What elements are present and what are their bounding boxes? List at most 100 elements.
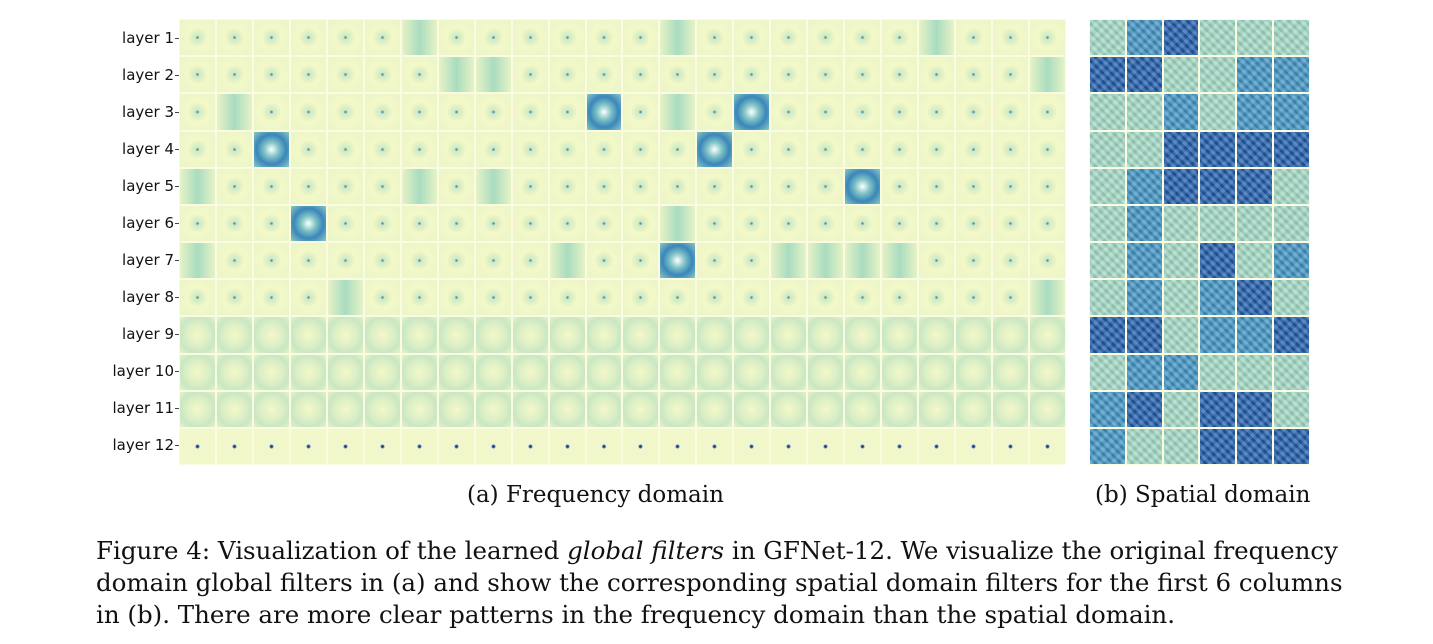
- frequency-filter-thumbnail: [512, 94, 548, 130]
- frequency-filter-thumbnail: [475, 391, 511, 427]
- frequency-filter-thumbnail: [808, 94, 844, 130]
- frequency-filter-thumbnail: [697, 57, 733, 93]
- frequency-filter-thumbnail: [882, 428, 918, 464]
- frequency-filter-thumbnail: [401, 354, 437, 390]
- frequency-filter-thumbnail: [475, 280, 511, 316]
- spatial-filter-thumbnail: [1163, 280, 1199, 316]
- spatial-filter-thumbnail: [1126, 205, 1162, 241]
- frequency-filter-thumbnail: [401, 57, 437, 93]
- frequency-filter-thumbnail: [290, 280, 326, 316]
- frequency-filter-thumbnail: [734, 280, 770, 316]
- spatial-filter-thumbnail: [1126, 94, 1162, 130]
- spatial-filter-thumbnail: [1090, 391, 1125, 427]
- frequency-filter-thumbnail: [475, 205, 511, 241]
- frequency-filter-thumbnail: [882, 354, 918, 390]
- frequency-filter-thumbnail: [919, 280, 955, 316]
- frequency-filter-thumbnail: [697, 428, 733, 464]
- frequency-filter-thumbnail: [216, 168, 252, 204]
- row-label-6: layer 6: [60, 214, 179, 232]
- frequency-filter-thumbnail: [845, 243, 881, 279]
- frequency-filter-thumbnail: [808, 354, 844, 390]
- frequency-filter-thumbnail: [290, 391, 326, 427]
- spatial-filter-thumbnail: [1200, 168, 1236, 204]
- spatial-filter-thumbnail: [1090, 20, 1125, 56]
- frequency-filter-thumbnail: [1030, 243, 1065, 279]
- frequency-filter-thumbnail: [438, 391, 474, 427]
- frequency-filter-thumbnail: [623, 94, 659, 130]
- frequency-filter-thumbnail: [364, 94, 400, 130]
- frequency-filter-thumbnail: [364, 131, 400, 167]
- spatial-filter-thumbnail: [1237, 94, 1273, 130]
- frequency-filter-thumbnail: [882, 280, 918, 316]
- spatial-filter-thumbnail: [1126, 391, 1162, 427]
- frequency-filter-thumbnail: [364, 391, 400, 427]
- frequency-filter-thumbnail: [771, 168, 807, 204]
- frequency-filter-thumbnail: [180, 428, 215, 464]
- frequency-filter-thumbnail: [771, 131, 807, 167]
- frequency-filter-thumbnail: [475, 168, 511, 204]
- frequency-filter-thumbnail: [475, 94, 511, 130]
- spatial-filter-thumbnail: [1274, 317, 1309, 353]
- frequency-filter-thumbnail: [993, 94, 1029, 130]
- spatial-filter-thumbnail: [1200, 243, 1236, 279]
- caption-text: Figure 4: Visualization of the learned: [96, 536, 568, 565]
- row-label-8: layer 8: [60, 288, 179, 306]
- spatial-filter-thumbnail: [1090, 354, 1125, 390]
- frequency-filter-thumbnail: [882, 94, 918, 130]
- frequency-filter-thumbnail: [623, 205, 659, 241]
- frequency-filter-thumbnail: [956, 354, 992, 390]
- spatial-filter-thumbnail: [1090, 243, 1125, 279]
- frequency-filter-thumbnail: [697, 391, 733, 427]
- frequency-filter-thumbnail: [697, 20, 733, 56]
- frequency-filter-thumbnail: [549, 20, 585, 56]
- frequency-filter-thumbnail: [549, 168, 585, 204]
- frequency-filter-thumbnail: [512, 168, 548, 204]
- frequency-filter-thumbnail: [660, 391, 696, 427]
- frequency-filter-thumbnail: [1030, 280, 1065, 316]
- spatial-filter-thumbnail: [1274, 243, 1309, 279]
- frequency-filter-thumbnail: [845, 131, 881, 167]
- frequency-filter-thumbnail: [845, 94, 881, 130]
- row-label-3: layer 3: [60, 103, 179, 121]
- frequency-filter-thumbnail: [882, 131, 918, 167]
- frequency-filter-thumbnail: [438, 317, 474, 353]
- caption-text: in GFNet-12. We visualize the original f…: [724, 536, 1338, 565]
- frequency-filter-thumbnail: [586, 317, 622, 353]
- frequency-filter-thumbnail: [697, 317, 733, 353]
- spatial-filter-thumbnail: [1163, 131, 1199, 167]
- frequency-filter-thumbnail: [438, 20, 474, 56]
- frequency-filter-thumbnail: [290, 428, 326, 464]
- frequency-filter-thumbnail: [549, 317, 585, 353]
- frequency-filter-thumbnail: [401, 391, 437, 427]
- spatial-filter-thumbnail: [1237, 205, 1273, 241]
- frequency-filter-thumbnail: [290, 354, 326, 390]
- frequency-filter-thumbnail: [512, 354, 548, 390]
- frequency-filter-thumbnail: [216, 317, 252, 353]
- frequency-filter-thumbnail: [623, 280, 659, 316]
- frequency-filter-thumbnail: [623, 168, 659, 204]
- spatial-filter-thumbnail: [1237, 428, 1273, 464]
- frequency-filter-thumbnail: [882, 168, 918, 204]
- frequency-filter-thumbnail: [882, 391, 918, 427]
- frequency-filter-thumbnail: [993, 391, 1029, 427]
- frequency-filter-thumbnail: [660, 131, 696, 167]
- frequency-filter-thumbnail: [475, 354, 511, 390]
- frequency-filter-thumbnail: [216, 243, 252, 279]
- frequency-filter-thumbnail: [808, 205, 844, 241]
- spatial-filter-thumbnail: [1090, 168, 1125, 204]
- spatial-filter-thumbnail: [1126, 243, 1162, 279]
- frequency-filter-thumbnail: [919, 391, 955, 427]
- frequency-filter-thumbnail: [327, 205, 363, 241]
- frequency-filter-thumbnail: [549, 94, 585, 130]
- spatial-filter-thumbnail: [1163, 428, 1199, 464]
- spatial-filter-thumbnail: [1200, 57, 1236, 93]
- frequency-filter-thumbnail: [549, 354, 585, 390]
- frequency-filter-thumbnail: [660, 57, 696, 93]
- frequency-filter-thumbnail: [586, 94, 622, 130]
- frequency-filter-thumbnail: [919, 20, 955, 56]
- frequency-filter-thumbnail: [771, 428, 807, 464]
- frequency-filter-thumbnail: [401, 205, 437, 241]
- frequency-filter-thumbnail: [771, 94, 807, 130]
- row-label-10: layer 10: [60, 362, 179, 380]
- frequency-filter-thumbnail: [919, 354, 955, 390]
